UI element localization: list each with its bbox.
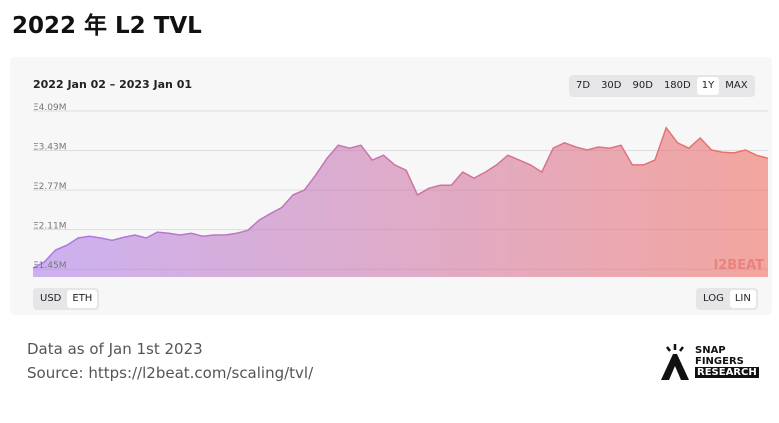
line [32, 126, 769, 269]
y-tick-label: Ξ1.45M [33, 261, 67, 271]
footer-note: Data as of Jan 1st 2023 [27, 340, 203, 358]
scale-buttons: LOG LIN [696, 288, 758, 310]
footer-source: Source: https://l2beat.com/scaling/tvl/ [27, 364, 314, 382]
y-tick-label: Ξ2.11M [33, 222, 67, 232]
toggle-button[interactable]: LOG [703, 293, 724, 304]
toggle-button[interactable]: LIN [729, 290, 756, 308]
y-tick-label: Ξ4.09M [33, 103, 67, 113]
date-range: 2022 Jan 02 – 2023 Jan 01 [33, 78, 193, 91]
logo-text: FINGERS [695, 356, 744, 367]
page-title: 2022 年 L2 TVL [12, 13, 202, 39]
toggle-button[interactable]: MAX [725, 80, 748, 91]
logo-icon [661, 344, 689, 380]
y-tick-label: Ξ2.77M [33, 182, 67, 192]
toggle-button[interactable]: 1Y [696, 77, 720, 95]
toggle-button[interactable]: 180D [663, 80, 691, 91]
watermark: l2BEAT [714, 258, 764, 273]
toggle-button[interactable]: USD [40, 293, 62, 304]
area [33, 127, 768, 277]
range-buttons: 7D 30D 90D 180D 1Y MAX [569, 75, 755, 97]
toggle-button[interactable]: ETH [67, 290, 98, 308]
toggle-button[interactable]: 7D [576, 80, 591, 91]
toggle-button[interactable]: 30D [601, 80, 622, 91]
logo: SNAP FINGERS RESEARCH [657, 342, 769, 382]
logo-text: SNAP [695, 345, 726, 356]
currency-buttons: USD ETH [33, 288, 100, 310]
logo-text: RESEARCH [695, 367, 759, 378]
y-tick-label: Ξ3.43M [33, 143, 67, 153]
toggle-button[interactable]: 90D [632, 80, 653, 91]
